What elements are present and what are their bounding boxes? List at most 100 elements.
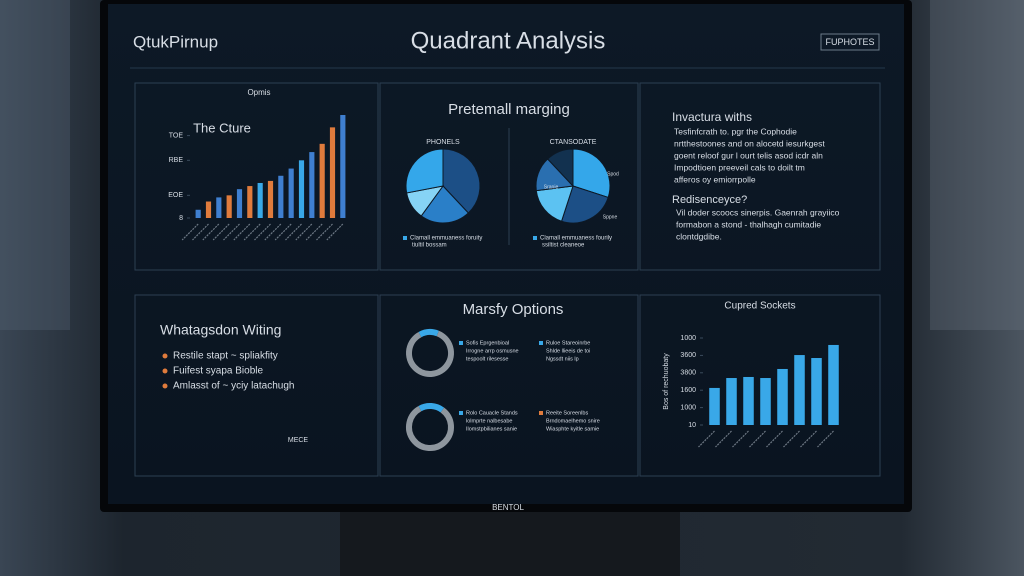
pie-slice [572, 148, 611, 199]
bar [236, 189, 243, 218]
bar [195, 209, 201, 218]
x-label-placeholder [264, 223, 282, 241]
panel [639, 294, 881, 477]
x-label-placeholder [274, 223, 292, 241]
bar [709, 387, 720, 425]
bar [216, 197, 222, 218]
legend-swatch [459, 411, 463, 415]
window-light [930, 0, 1024, 330]
legend-text: Irrogne arrp osmusne [466, 348, 519, 354]
x-label-placeholder [326, 223, 344, 241]
y-tick-label: 1000 [680, 335, 696, 342]
panel [639, 82, 881, 271]
x-label-placeholder [316, 223, 333, 241]
stand-label: BENTOL [492, 503, 524, 512]
panel-subtitle: Redisenceyce? [672, 194, 747, 206]
legend-swatch [403, 236, 407, 240]
donut-segment [418, 403, 445, 413]
panel [134, 82, 379, 271]
slice-label: Sppne [603, 214, 618, 220]
x-label-placeholder [698, 430, 715, 448]
chart-title: Cupred Sockets [724, 301, 795, 312]
x-label-placeholder [749, 430, 766, 448]
legend-text: Clamall emmuaness foruity [410, 236, 482, 242]
pie-slice [420, 185, 470, 224]
chart-subtitle: Opmis [247, 88, 270, 97]
legend-text: Clamall emmuaness fourily [540, 236, 612, 242]
body-text: nrtthestoones and on alocetd iesurkgest [674, 138, 825, 148]
chart-title: CTANSODATE [550, 139, 597, 146]
y-tick-label: 3800 [680, 370, 696, 377]
legend-text: Ruloe Stareoinrbe [546, 340, 590, 346]
y-tick-label: 1600 [680, 387, 696, 394]
body-text: Tesfinfcrath to. pgr the Cophodie [674, 126, 797, 136]
bar [267, 180, 274, 218]
slice-label: Spod [607, 171, 619, 177]
panel-title: Invactura withs [672, 110, 752, 124]
bar [257, 182, 263, 218]
legend-text: lolmprte nalbesabe [466, 418, 512, 424]
button[interactable] [820, 33, 880, 51]
pie-slice [535, 185, 574, 222]
legend-text: Ilomstpbilianes sanie [466, 426, 517, 432]
x-label-placeholder [243, 223, 261, 241]
panel-title: Marsfy Options [463, 301, 564, 318]
legend-text: Sofis Eprgenbioal [466, 340, 509, 346]
bullet-text: Fuifest syapa Bioble [173, 366, 263, 377]
x-label-placeholder [202, 223, 220, 241]
y-tick-label: TOE [169, 132, 184, 139]
donut-segment [406, 405, 454, 451]
y-tick-label: 3600 [680, 352, 696, 359]
slice-label: Sranie [544, 184, 559, 190]
chart-title: The Cture [193, 120, 251, 135]
bar [278, 175, 284, 218]
bullet [162, 368, 168, 374]
x-label-placeholder [715, 430, 732, 448]
pie-slice [560, 185, 609, 224]
panel-title: Pretemall marging [448, 101, 570, 118]
y-tick-label: RBE [169, 157, 184, 164]
bar [226, 195, 232, 218]
legend-text: Reeite Soreenlbs [546, 410, 588, 416]
panel [379, 82, 639, 271]
bar [828, 344, 839, 425]
window-light [0, 0, 70, 330]
x-label-placeholder [233, 223, 251, 241]
bar [811, 358, 822, 425]
legend-text: Rolo Cauacle Stands [466, 410, 518, 416]
bar [309, 152, 315, 218]
x-label-placeholder [223, 223, 240, 241]
x-label-placeholder [732, 430, 749, 448]
legend-swatch [539, 411, 543, 415]
x-label-placeholder [295, 223, 313, 241]
pie-slice [546, 148, 574, 188]
x-label-placeholder [254, 223, 271, 241]
legend-swatch [533, 236, 537, 240]
panel-title: Whatagsdon Witing [160, 322, 281, 338]
button-label[interactable]: FUPHOTES [825, 37, 874, 47]
bullet-text: Restile stapt ~ spliakfity [173, 351, 278, 362]
legend-swatch [459, 341, 463, 345]
y-tick-label: EOE [168, 192, 183, 199]
bar [329, 127, 336, 218]
monitor-stand [340, 510, 680, 576]
donut-segment [418, 329, 439, 338]
bar [743, 376, 754, 425]
legend-text: Wiasphte kyitle samie [546, 426, 599, 432]
body-text: Impodtioen preeveil cals to doilt tm [674, 162, 805, 172]
legend-text: tiultil bossam [412, 243, 447, 249]
bar [298, 160, 305, 218]
bullet [162, 353, 168, 359]
body-text: Vil doder scoocs sinerpis. Gaenrah grayi… [676, 207, 840, 217]
bullet-text: Amlasst of ~ yciy latachugh [173, 381, 294, 392]
brand: QtukPirnup [133, 32, 218, 51]
chart-title: PHONELS [426, 139, 460, 146]
panel [379, 294, 639, 477]
body-text: afferos oy emiorrpolle [674, 174, 756, 184]
legend-text: Shlde llieeis de toi [546, 348, 590, 354]
legend-text: Ngssdt niis lp [546, 356, 579, 362]
bar [247, 186, 253, 218]
footer-text: MECE [288, 437, 309, 444]
